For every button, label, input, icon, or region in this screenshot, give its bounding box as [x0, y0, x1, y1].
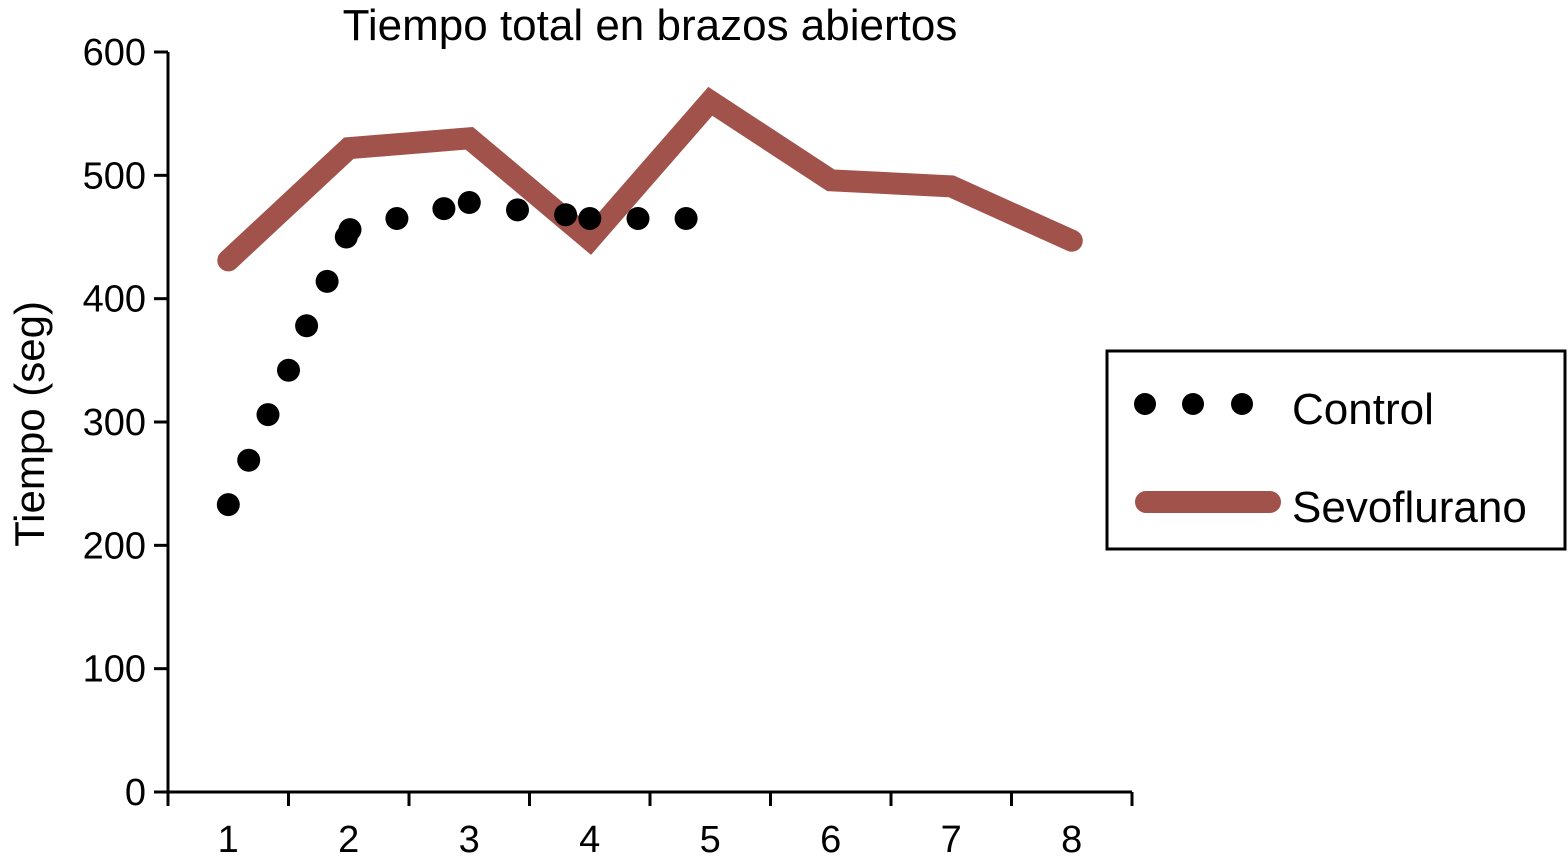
control-point — [626, 207, 650, 230]
x-tick-label: 6 — [820, 819, 841, 861]
x-ticks: 1 2 3 4 5 6 7 8 — [166, 792, 1134, 861]
control-point — [674, 207, 698, 230]
legend-box — [1105, 349, 1567, 551]
y-tick-label: 200 — [83, 525, 146, 567]
x-tick-label: 5 — [700, 819, 721, 861]
control-point — [237, 448, 261, 472]
y-tick-label: 500 — [83, 155, 146, 197]
y-axis-label: Tiempo (seg) — [6, 301, 53, 547]
x-tick-label: 1 — [218, 819, 239, 861]
sevoflurano-line — [217, 86, 1083, 272]
x-tick-label: 7 — [941, 819, 962, 861]
control-point — [277, 358, 300, 382]
y-tick-label: 300 — [83, 402, 146, 444]
y-tick-label: 0 — [125, 772, 146, 814]
legend-sevoflurano-label: Sevoflurano — [1292, 483, 1527, 532]
y-tick-label: 600 — [83, 32, 146, 74]
legend-control-dot — [1134, 393, 1156, 415]
series-control — [216, 191, 698, 517]
control-point — [295, 314, 319, 338]
legend-control-dot — [1182, 393, 1204, 415]
control-point — [506, 198, 529, 222]
x-tick-label: 4 — [579, 819, 600, 861]
control-point — [256, 403, 280, 427]
y-ticks: 0 100 200 300 400 500 600 — [83, 32, 168, 814]
control-point — [457, 191, 481, 214]
legend-control-dot — [1231, 393, 1253, 415]
control-point — [578, 207, 602, 230]
control-point — [338, 218, 362, 242]
x-tick-label: 2 — [338, 819, 359, 861]
legend-control-label: Control — [1292, 385, 1434, 434]
x-tick-label: 3 — [459, 819, 480, 861]
chart-title: Tiempo total en brazos abiertos — [343, 1, 958, 50]
control-point — [315, 269, 339, 293]
control-point — [216, 493, 240, 517]
y-tick-label: 100 — [83, 649, 146, 691]
control-point — [385, 207, 409, 230]
control-point — [432, 197, 456, 221]
control-point — [554, 203, 578, 227]
series-sevoflurano — [217, 86, 1083, 272]
x-tick-label: 8 — [1061, 819, 1082, 861]
y-tick-label: 400 — [83, 279, 146, 321]
legend: Control Sevoflurano — [1105, 349, 1567, 551]
